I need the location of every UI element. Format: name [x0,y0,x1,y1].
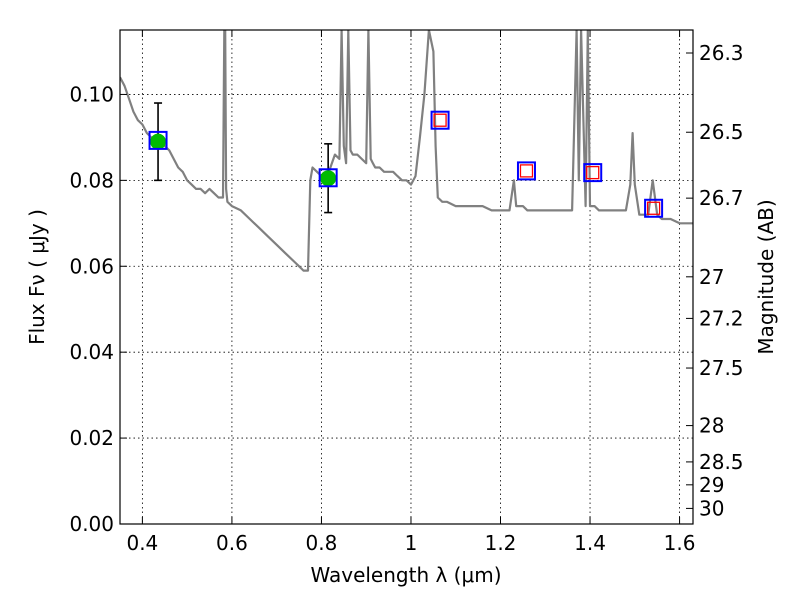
synthetic-point [646,201,661,215]
x-tick-label: 1.4 [574,531,606,555]
series-layer [120,30,693,272]
plot-frame [119,29,694,525]
observed-point [320,170,337,187]
y2-tick-label: 26.3 [699,41,744,65]
model-point [148,130,168,150]
synthetic-point [586,165,600,180]
y-tick-label: 0.00 [69,512,114,536]
grid [120,30,693,525]
y-tick-label: 0.02 [69,426,114,450]
y2-tick-label: 26.5 [699,120,744,144]
x-axis-title: Wavelength λ (μm) [310,563,501,587]
y-tick-label: 0.08 [69,168,114,192]
model-point [516,161,536,181]
y-axis-title: Flux Fν ( μJy ) [25,209,49,345]
y2-tick-label: 28 [699,414,724,438]
y-tick-label: 0.10 [69,82,114,106]
model-point [644,198,664,218]
x-tick-label: 0.4 [126,531,158,555]
synthetic-point [519,164,534,178]
model-point [430,110,450,130]
y2-tick-label: 29 [699,473,724,497]
x-tick-label: 1.6 [664,531,696,555]
x-tick-label: 0.6 [216,531,248,555]
y2-tick-label: 27.5 [699,356,744,380]
model-point [318,168,338,188]
y-tick-label: 0.06 [69,254,114,278]
model-point [583,163,603,183]
observed-point [150,133,167,150]
y2-tick-label: 27 [699,265,724,289]
x-tick-label: 0.8 [306,531,338,555]
synthetic-point [433,113,447,127]
y2-tick-label: 27.2 [699,306,744,330]
x-tick-label: 1.2 [485,531,517,555]
y-tick-label: 0.04 [69,340,114,364]
spectrum-line [120,30,693,272]
y2-axis-title: Magnitude (AB) [754,199,778,354]
y2-tick-label: 30 [699,496,724,520]
y2-tick-label: 28.5 [699,450,744,474]
y2-tick-label: 26.7 [699,186,744,210]
ticks: 0.4 0.6 0.8 1 1.2 1.4 1.6 0.00 0.02 0.04 0.06 0.08 0… [69,30,744,555]
x-tick-label: 1 [405,531,418,555]
